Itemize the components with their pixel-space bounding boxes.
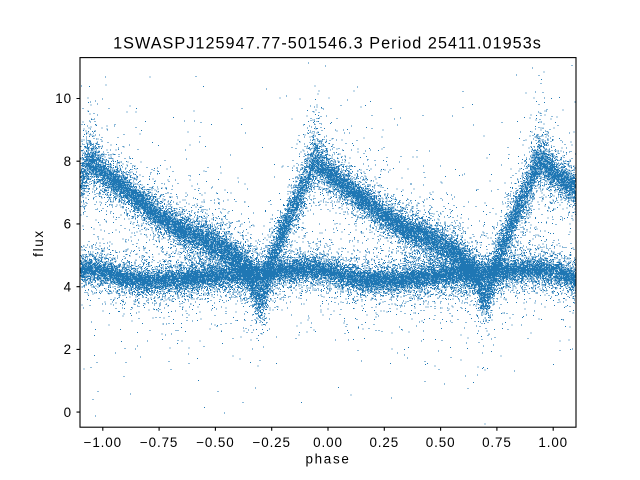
svg-text:0: 0 [64, 405, 72, 420]
svg-text:2: 2 [64, 342, 72, 357]
svg-text:0.50: 0.50 [426, 435, 456, 450]
svg-text:1SWASPJ125947.77-501546.3 Peri: 1SWASPJ125947.77-501546.3 Period 25411.0… [113, 34, 542, 52]
svg-text:phase: phase [306, 451, 351, 466]
svg-text:1.00: 1.00 [538, 435, 568, 450]
svg-text:−0.75: −0.75 [140, 435, 178, 450]
svg-text:0.00: 0.00 [313, 435, 343, 450]
svg-text:0.25: 0.25 [369, 435, 399, 450]
svg-text:10: 10 [55, 91, 72, 106]
svg-text:4: 4 [64, 279, 72, 294]
svg-text:−0.50: −0.50 [196, 435, 234, 450]
svg-text:flux: flux [31, 229, 46, 257]
svg-text:0.75: 0.75 [482, 435, 512, 450]
svg-text:8: 8 [64, 154, 72, 169]
svg-text:−1.00: −1.00 [84, 435, 122, 450]
svg-text:−0.25: −0.25 [253, 435, 291, 450]
svg-text:6: 6 [64, 217, 72, 232]
